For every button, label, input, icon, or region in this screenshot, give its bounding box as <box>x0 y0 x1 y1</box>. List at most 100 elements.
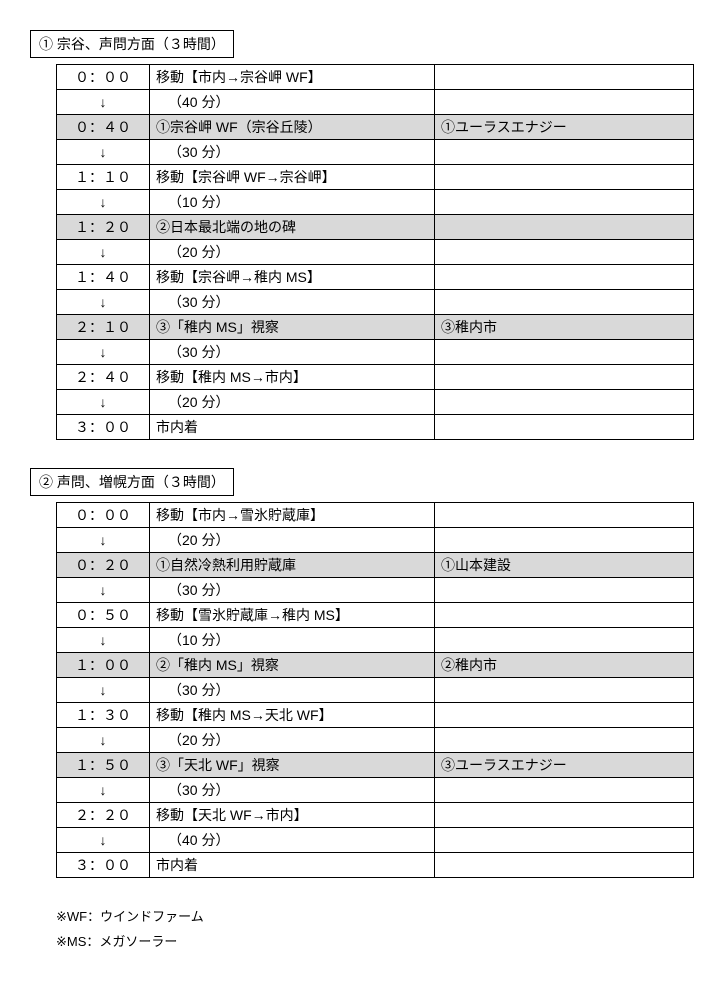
footnote-line: ※WF：ウインドファーム <box>56 906 694 925</box>
schedule-table: ０：００移動【市内→宗谷岬 WF】↓（40 分）０：４０①宗谷岬 WF（宗谷丘陵… <box>56 64 694 440</box>
description-cell: （30 分） <box>150 340 435 365</box>
description-cell: 移動【稚内 MS→天北 WF】 <box>150 703 435 728</box>
description-cell: 移動【雪氷貯蔵庫→稚内 MS】 <box>150 603 435 628</box>
note-cell <box>435 415 694 440</box>
footnotes: ※WF：ウインドファーム※MS：メガソーラー <box>56 906 694 950</box>
table-row: １：４０移動【宗谷岬→稚内 MS】 <box>57 265 694 290</box>
time-cell: ↓ <box>57 578 150 603</box>
note-cell <box>435 190 694 215</box>
description-cell: ③「天北 WF」視察 <box>150 753 435 778</box>
table-row: １：５０③「天北 WF」視察③ユーラスエナジー <box>57 753 694 778</box>
description-cell: 移動【稚内 MS→市内】 <box>150 365 435 390</box>
note-cell <box>435 240 694 265</box>
table-row: １：００②「稚内 MS」視察②稚内市 <box>57 653 694 678</box>
note-cell <box>435 828 694 853</box>
time-cell: ２：１０ <box>57 315 150 340</box>
time-cell: ↓ <box>57 528 150 553</box>
note-cell: ③稚内市 <box>435 315 694 340</box>
table-row: ０：５０移動【雪氷貯蔵庫→稚内 MS】 <box>57 603 694 628</box>
table-row: ↓（30 分） <box>57 340 694 365</box>
time-cell: ↓ <box>57 90 150 115</box>
section-title: ① 宗谷、声問方面（３時間） <box>30 30 234 58</box>
note-cell <box>435 365 694 390</box>
note-cell <box>435 778 694 803</box>
note-cell: ③ユーラスエナジー <box>435 753 694 778</box>
description-cell: ②「稚内 MS」視察 <box>150 653 435 678</box>
table-row: ０：４０①宗谷岬 WF（宗谷丘陵）①ユーラスエナジー <box>57 115 694 140</box>
table-row: １：２０②日本最北端の地の碑 <box>57 215 694 240</box>
time-cell: １：４０ <box>57 265 150 290</box>
table-row: １：１０移動【宗谷岬 WF→宗谷岬】 <box>57 165 694 190</box>
note-cell <box>435 603 694 628</box>
table-row: ３：００市内着 <box>57 415 694 440</box>
description-cell: ①宗谷岬 WF（宗谷丘陵） <box>150 115 435 140</box>
time-cell: ２：２０ <box>57 803 150 828</box>
time-cell: ０：００ <box>57 65 150 90</box>
description-cell: 移動【市内→雪氷貯蔵庫】 <box>150 503 435 528</box>
time-cell: ↓ <box>57 778 150 803</box>
note-cell <box>435 678 694 703</box>
time-cell: ↓ <box>57 240 150 265</box>
description-cell: （40 分） <box>150 828 435 853</box>
description-cell: （30 分） <box>150 140 435 165</box>
description-cell: 移動【宗谷岬 WF→宗谷岬】 <box>150 165 435 190</box>
note-cell <box>435 140 694 165</box>
note-cell <box>435 65 694 90</box>
table-row: ↓（10 分） <box>57 190 694 215</box>
time-cell: ↓ <box>57 828 150 853</box>
note-cell <box>435 528 694 553</box>
time-cell: １：００ <box>57 653 150 678</box>
description-cell: 市内着 <box>150 853 435 878</box>
table-row: ０：００移動【市内→雪氷貯蔵庫】 <box>57 503 694 528</box>
note-cell <box>435 703 694 728</box>
description-cell: （30 分） <box>150 290 435 315</box>
note-cell <box>435 215 694 240</box>
table-row: ↓（40 分） <box>57 828 694 853</box>
note-cell <box>435 290 694 315</box>
table-row: １：３０移動【稚内 MS→天北 WF】 <box>57 703 694 728</box>
description-cell: 移動【宗谷岬→稚内 MS】 <box>150 265 435 290</box>
time-cell: ↓ <box>57 390 150 415</box>
time-cell: ０：４０ <box>57 115 150 140</box>
table-row: ↓（40 分） <box>57 90 694 115</box>
time-cell: ３：００ <box>57 853 150 878</box>
description-cell: 移動【天北 WF→市内】 <box>150 803 435 828</box>
description-cell: （40 分） <box>150 90 435 115</box>
time-cell: ３：００ <box>57 415 150 440</box>
table-row: ↓（30 分） <box>57 678 694 703</box>
schedule-table: ０：００移動【市内→雪氷貯蔵庫】↓（20 分）０：２０①自然冷熱利用貯蔵庫①山本… <box>56 502 694 878</box>
note-cell <box>435 390 694 415</box>
note-cell <box>435 628 694 653</box>
table-row: ↓（30 分） <box>57 578 694 603</box>
table-row: ０：００移動【市内→宗谷岬 WF】 <box>57 65 694 90</box>
description-cell: （10 分） <box>150 190 435 215</box>
description-cell: 市内着 <box>150 415 435 440</box>
time-cell: ↓ <box>57 190 150 215</box>
time-cell: ↓ <box>57 628 150 653</box>
table-row: ↓（30 分） <box>57 140 694 165</box>
description-cell: 移動【市内→宗谷岬 WF】 <box>150 65 435 90</box>
description-cell: ②日本最北端の地の碑 <box>150 215 435 240</box>
description-cell: ③「稚内 MS」視察 <box>150 315 435 340</box>
note-cell <box>435 853 694 878</box>
time-cell: ↓ <box>57 140 150 165</box>
time-cell: ↓ <box>57 340 150 365</box>
time-cell: １：１０ <box>57 165 150 190</box>
time-cell: ↓ <box>57 678 150 703</box>
note-cell: ②稚内市 <box>435 653 694 678</box>
table-row: ０：２０①自然冷熱利用貯蔵庫①山本建設 <box>57 553 694 578</box>
note-cell <box>435 503 694 528</box>
section-title: ② 声問、増幌方面（３時間） <box>30 468 234 496</box>
schedule-section: ① 宗谷、声問方面（３時間）０：００移動【市内→宗谷岬 WF】↓（40 分）０：… <box>30 30 694 440</box>
description-cell: ①自然冷熱利用貯蔵庫 <box>150 553 435 578</box>
note-cell: ①山本建設 <box>435 553 694 578</box>
time-cell: ２：４０ <box>57 365 150 390</box>
table-row: ３：００市内着 <box>57 853 694 878</box>
description-cell: （20 分） <box>150 528 435 553</box>
table-row: ↓（30 分） <box>57 778 694 803</box>
description-cell: （20 分） <box>150 240 435 265</box>
note-cell <box>435 340 694 365</box>
table-row: ２：１０③「稚内 MS」視察③稚内市 <box>57 315 694 340</box>
description-cell: （30 分） <box>150 678 435 703</box>
time-cell: ０：５０ <box>57 603 150 628</box>
